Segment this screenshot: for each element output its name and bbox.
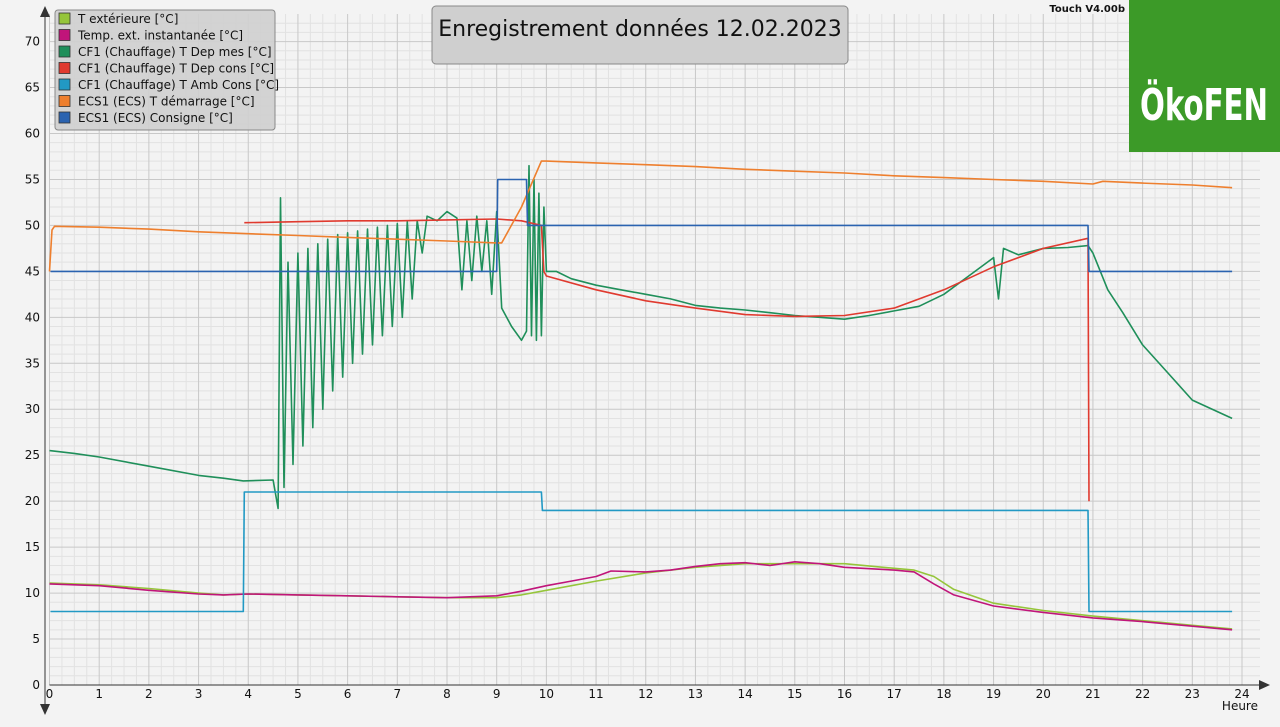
y-tick-labels: 0 5 10 15 20 25 30 35 40 45 50 55 60 65 70 bbox=[25, 35, 40, 692]
legend-swatch bbox=[58, 78, 71, 91]
y-axis-arrow-bottom bbox=[40, 704, 50, 715]
chart-title: Enregistrement données 12.02.2023 bbox=[438, 17, 842, 42]
legend-swatch bbox=[58, 62, 71, 74]
legend-swatch bbox=[58, 111, 71, 124]
legend-label: Temp. ext. instantanée [°C] bbox=[77, 29, 243, 43]
logo-background bbox=[1129, 0, 1280, 152]
y-tick-label: 5 bbox=[32, 632, 40, 646]
okofen-logo: ÖkoFEN bbox=[1129, 0, 1280, 152]
x-tick-label: 8 bbox=[443, 687, 451, 701]
y-tick-label: 10 bbox=[25, 586, 40, 600]
x-tick-label: 9 bbox=[493, 687, 501, 701]
x-tick-label: 12 bbox=[638, 687, 653, 701]
x-tick-label: 1 bbox=[95, 687, 103, 701]
series-line-5 bbox=[50, 491, 1233, 613]
x-tick-label: 18 bbox=[936, 687, 951, 701]
legend-swatch bbox=[58, 29, 71, 41]
y-tick-label: 45 bbox=[25, 264, 40, 278]
x-tick-label: 11 bbox=[588, 687, 603, 701]
legend-label: ECS1 (ECS) Consigne [°C] bbox=[78, 111, 233, 125]
x-tick-label: 24 bbox=[1234, 687, 1249, 701]
x-axis-label: Heure bbox=[1222, 699, 1258, 713]
x-tick-label: 20 bbox=[1036, 687, 1051, 701]
y-tick-label: 20 bbox=[25, 494, 40, 508]
y-tick-label: 15 bbox=[25, 540, 40, 554]
y-tick-label: 50 bbox=[25, 218, 40, 232]
y-tick-label: 55 bbox=[25, 172, 40, 186]
x-tick-label: 3 bbox=[195, 687, 203, 701]
axes bbox=[40, 6, 1270, 715]
x-tick-label: 14 bbox=[737, 687, 752, 701]
legend-label: CF1 (Chauffage) T Amb Cons [°C] bbox=[78, 78, 279, 92]
x-tick-label: 19 bbox=[986, 687, 1001, 701]
legend-label: CF1 (Chauffage) T Dep cons [°C] bbox=[78, 62, 274, 76]
legend-box bbox=[54, 9, 276, 131]
y-tick-label: 0 bbox=[32, 678, 40, 692]
y-tick-label: 65 bbox=[25, 81, 40, 95]
y-tick-label: 25 bbox=[25, 448, 40, 462]
logo-text: ÖkoFEN bbox=[1140, 78, 1268, 131]
series-line-7 bbox=[50, 178, 1233, 273]
y-tick-label: 40 bbox=[25, 310, 40, 324]
legend-swatch bbox=[58, 12, 71, 25]
x-tick-label: 7 bbox=[393, 687, 401, 701]
legend: T extérieure [°C] Temp. ext. instantanée … bbox=[54, 9, 279, 131]
x-tick-label: 6 bbox=[344, 687, 352, 701]
x-tick-label: 22 bbox=[1135, 687, 1150, 701]
grid-lines bbox=[49, 14, 1260, 686]
y-tick-label: 70 bbox=[25, 35, 40, 49]
x-tick-labels: 0 1 2 3 4 5 6 7 8 9 10 11 12 13 14 15 16 17 18 19 20 21 22 23 24 bbox=[46, 687, 1250, 701]
y-tick-label: 60 bbox=[25, 126, 40, 140]
x-tick-label: 0 bbox=[46, 687, 54, 701]
y-axis-arrow-top bbox=[40, 6, 50, 17]
title-box: Enregistrement données 12.02.2023 bbox=[431, 5, 849, 65]
title-box-bg bbox=[431, 5, 849, 65]
x-tick-label: 5 bbox=[294, 687, 302, 701]
series-lines bbox=[48, 160, 1233, 631]
version-label: Touch V4.00b bbox=[1049, 4, 1125, 15]
x-tick-label: 13 bbox=[688, 687, 703, 701]
x-tick-label: 10 bbox=[539, 687, 554, 701]
x-axis-arrow bbox=[1259, 680, 1270, 690]
x-tick-label: 15 bbox=[787, 687, 802, 701]
x-tick-label: 16 bbox=[837, 687, 852, 701]
x-tick-label: 21 bbox=[1085, 687, 1100, 701]
y-tick-label: 30 bbox=[25, 402, 40, 416]
x-tick-label: 17 bbox=[887, 687, 902, 701]
legend-label: ECS1 (ECS) T démarrage [°C] bbox=[78, 95, 255, 109]
series-line-4 bbox=[244, 218, 1090, 502]
y-tick-label: 35 bbox=[25, 356, 40, 370]
legend-swatch bbox=[58, 95, 71, 107]
x-tick-label: 2 bbox=[145, 687, 153, 701]
x-tick-label: 4 bbox=[244, 687, 252, 701]
x-tick-label: 23 bbox=[1185, 687, 1200, 701]
legend-label: CF1 (Chauffage) T Dep mes [°C] bbox=[78, 45, 272, 59]
legend-label: T extérieure [°C] bbox=[77, 12, 178, 26]
legend-swatch bbox=[58, 45, 71, 58]
series-line-6 bbox=[48, 160, 1233, 272]
